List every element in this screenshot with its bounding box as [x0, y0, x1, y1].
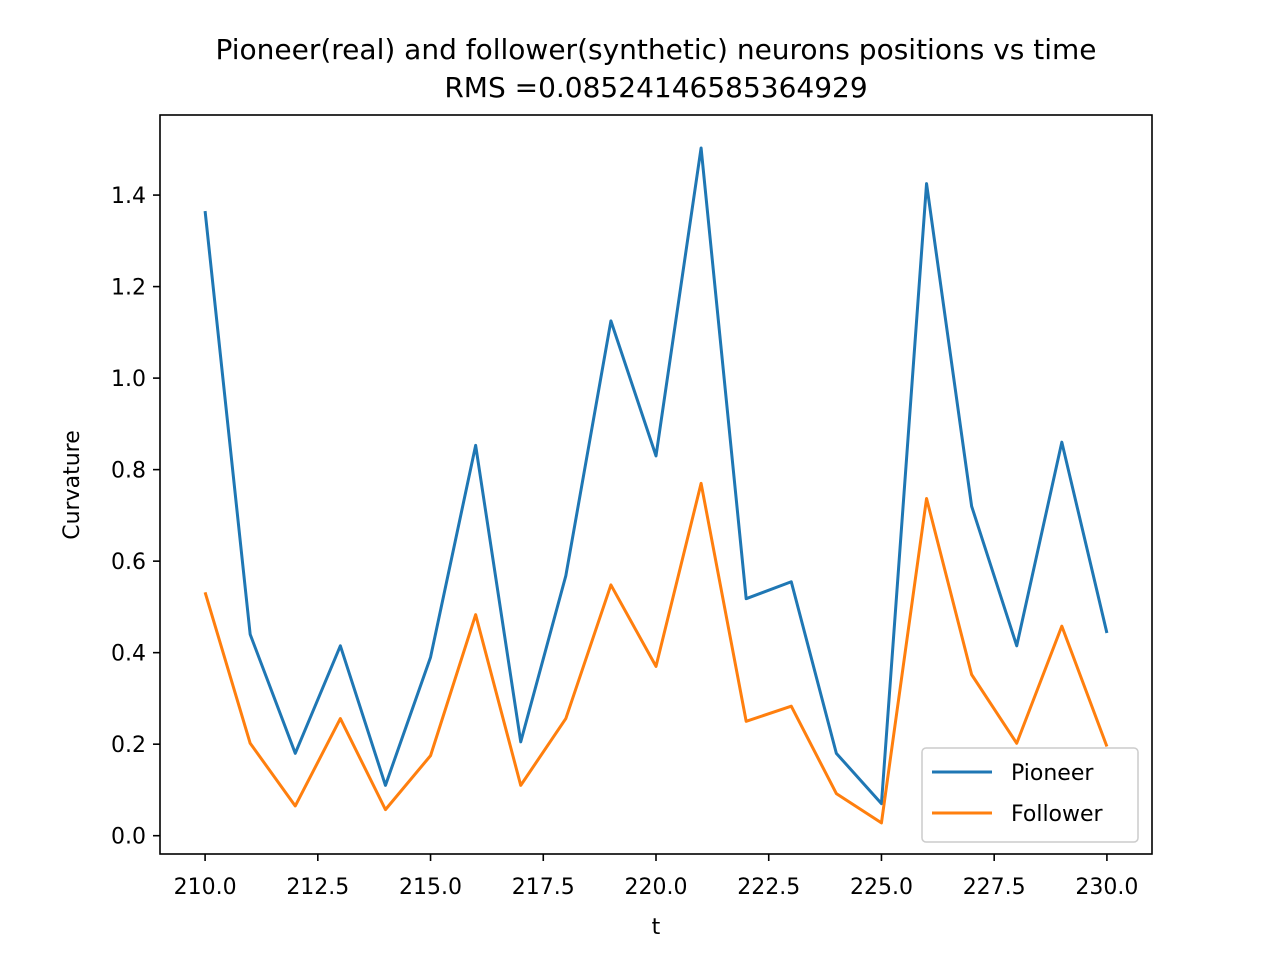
x-tick-label: 210.0 — [174, 875, 237, 900]
legend: Pioneer Follower — [921, 747, 1139, 843]
plot-area-frame — [159, 114, 1153, 855]
chart-title: Pioneer(real) and follower(synthetic) ne… — [215, 33, 1096, 66]
x-tick-label: 225.0 — [850, 875, 913, 900]
x-tick-label: 222.5 — [737, 875, 800, 900]
legend-label-pioneer: Pioneer — [1011, 761, 1094, 786]
x-tick-label: 227.5 — [963, 875, 1026, 900]
y-tick-label: 0.0 — [111, 825, 146, 850]
x-axis-ticks: 210.0 212.5 215.0 217.5 220.0 222.5 225.0 227.5… — [174, 854, 1138, 900]
y-tick-label: 1.4 — [111, 184, 146, 209]
series-line-pioneer — [203, 146, 1109, 806]
y-tick-label: 1.0 — [111, 367, 146, 392]
x-tick-label: 212.5 — [286, 875, 349, 900]
x-tick-label: 215.0 — [399, 875, 462, 900]
y-tick-label: 0.6 — [111, 550, 146, 575]
x-tick-label: 217.5 — [512, 875, 575, 900]
y-tick-label: 0.8 — [111, 459, 146, 484]
y-axis-label: Curvature — [60, 430, 85, 540]
x-axis-label: t — [652, 915, 661, 940]
y-tick-label: 1.2 — [111, 276, 146, 301]
y-axis-ticks: 0.0 0.2 0.4 0.6 0.8 1.0 1.2 1.4 — [111, 184, 160, 850]
x-tick-label: 220.0 — [625, 875, 688, 900]
chart-subtitle: RMS =0.08524146585364929 — [444, 71, 867, 104]
x-tick-label: 230.0 — [1075, 875, 1138, 900]
y-tick-label: 0.2 — [111, 733, 146, 758]
series-lines — [203, 146, 1109, 825]
legend-label-follower: Follower — [1011, 802, 1104, 827]
series-line-follower — [203, 481, 1109, 825]
y-tick-label: 0.4 — [111, 642, 146, 667]
